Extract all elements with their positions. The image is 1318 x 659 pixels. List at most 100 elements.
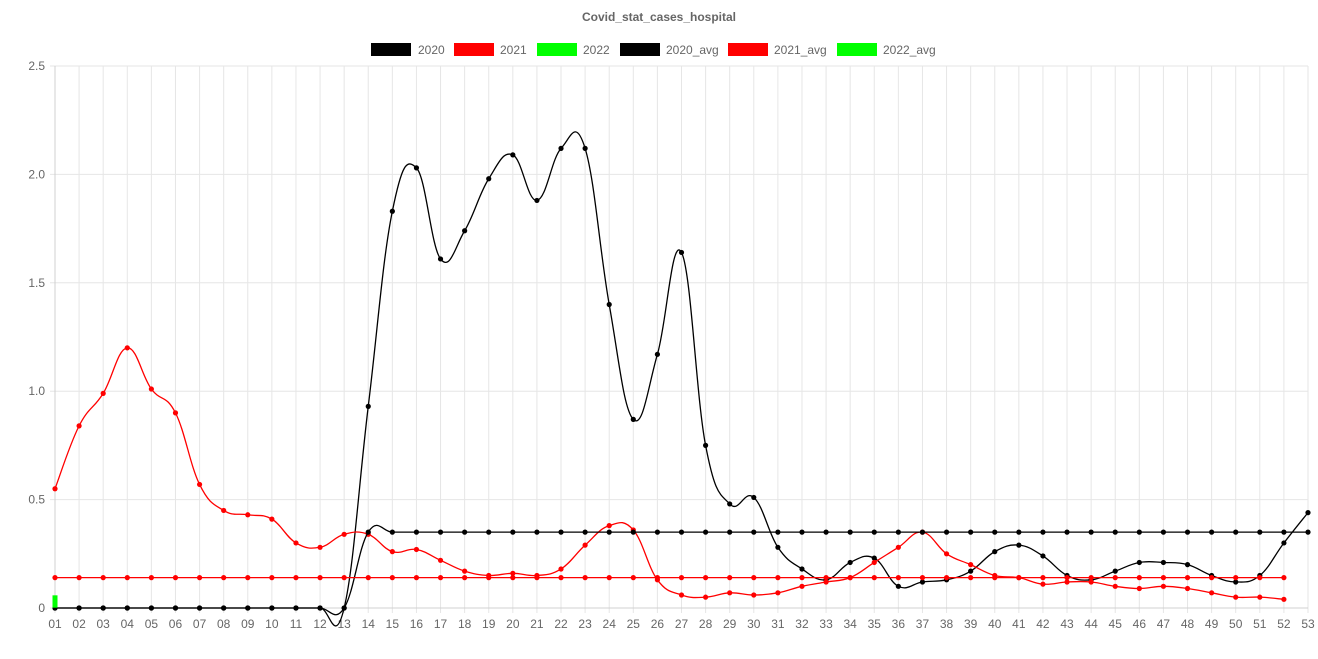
data-point[interactable] — [775, 529, 781, 535]
data-point[interactable] — [389, 549, 395, 555]
data-point[interactable] — [172, 575, 179, 581]
data-point[interactable] — [124, 605, 130, 611]
data-point[interactable] — [751, 529, 757, 535]
data-point[interactable] — [510, 152, 516, 158]
data-point[interactable] — [1160, 583, 1167, 589]
data-point[interactable] — [196, 481, 203, 488]
data-point[interactable] — [365, 575, 371, 581]
data-point[interactable] — [895, 575, 901, 581]
data-point[interactable] — [365, 403, 371, 409]
data-point[interactable] — [871, 559, 877, 566]
data-point[interactable] — [317, 575, 323, 581]
data-point[interactable] — [654, 529, 661, 535]
data-point[interactable] — [269, 575, 275, 581]
data-point[interactable] — [919, 575, 926, 581]
data-point[interactable] — [823, 529, 829, 535]
data-point[interactable] — [172, 410, 179, 416]
data-point[interactable] — [558, 575, 564, 581]
data-point[interactable] — [245, 512, 251, 518]
data-point[interactable] — [52, 575, 58, 581]
data-point[interactable] — [751, 592, 757, 598]
data-point[interactable] — [799, 583, 805, 589]
legend-label[interactable]: 2021 — [500, 43, 527, 57]
legend[interactable]: 2020 2021 2022 2020_avg 2021_avg 2022_avg — [371, 43, 936, 57]
data-point[interactable] — [437, 575, 444, 581]
data-point[interactable] — [727, 575, 733, 581]
data-point[interactable] — [1112, 529, 1118, 535]
data-point[interactable] — [221, 507, 227, 514]
data-point[interactable] — [1088, 575, 1094, 581]
data-point[interactable] — [630, 529, 636, 535]
data-point[interactable] — [1016, 575, 1022, 581]
data-point[interactable] — [413, 546, 420, 553]
data-point[interactable] — [992, 529, 998, 535]
data-point[interactable] — [558, 145, 564, 151]
data-point[interactable] — [389, 208, 395, 214]
data-point[interactable] — [510, 529, 516, 535]
data-point[interactable] — [196, 575, 203, 581]
legend-label[interactable]: 2021_avg — [774, 43, 827, 57]
data-point[interactable] — [1112, 575, 1118, 581]
data-point[interactable] — [52, 486, 58, 492]
data-point[interactable] — [751, 575, 757, 581]
data-point[interactable] — [1040, 581, 1046, 587]
data-point[interactable] — [365, 529, 371, 535]
data-point[interactable] — [895, 544, 901, 550]
data-point[interactable] — [775, 575, 781, 581]
legend-label[interactable]: 2022 — [583, 43, 610, 57]
data-point[interactable] — [76, 605, 82, 611]
legend-swatch[interactable] — [620, 43, 660, 56]
data-point[interactable] — [606, 301, 612, 308]
data-point[interactable] — [1305, 510, 1311, 516]
data-point[interactable] — [76, 423, 82, 429]
data-point[interactable] — [751, 494, 757, 501]
data-point[interactable] — [871, 529, 877, 535]
data-point[interactable] — [1160, 559, 1167, 566]
data-point[interactable] — [1281, 529, 1287, 535]
data-point[interactable] — [968, 562, 974, 568]
data-point[interactable] — [1257, 529, 1263, 535]
data-point[interactable] — [510, 575, 516, 581]
data-point[interactable] — [992, 549, 998, 555]
legend-swatch[interactable] — [537, 43, 577, 56]
legend-label[interactable]: 2020_avg — [666, 43, 719, 57]
data-point[interactable] — [462, 228, 468, 234]
data-point[interactable] — [1064, 529, 1070, 535]
data-point[interactable] — [437, 256, 444, 262]
data-point[interactable] — [317, 544, 323, 550]
data-point[interactable] — [293, 575, 299, 581]
data-point[interactable] — [269, 516, 275, 522]
data-point[interactable] — [968, 575, 974, 581]
data-point[interactable] — [702, 594, 709, 600]
data-point[interactable] — [100, 605, 106, 611]
data-point[interactable] — [1209, 529, 1215, 535]
data-point[interactable] — [1233, 579, 1239, 585]
data-point[interactable] — [437, 557, 444, 563]
data-point[interactable] — [52, 595, 58, 604]
data-point[interactable] — [1040, 529, 1046, 535]
data-point[interactable] — [317, 605, 323, 611]
data-point[interactable] — [1160, 529, 1167, 535]
data-point[interactable] — [1233, 529, 1239, 535]
legend-swatch[interactable] — [454, 43, 494, 56]
data-point[interactable] — [1136, 575, 1142, 581]
data-point[interactable] — [775, 590, 781, 596]
data-point[interactable] — [1233, 575, 1239, 581]
data-point[interactable] — [1281, 596, 1287, 602]
data-point[interactable] — [678, 592, 685, 598]
data-point[interactable] — [245, 605, 251, 611]
data-point[interactable] — [968, 529, 974, 535]
data-point[interactable] — [486, 529, 492, 535]
data-point[interactable] — [269, 605, 275, 611]
data-point[interactable] — [847, 559, 853, 566]
data-point[interactable] — [100, 575, 106, 581]
data-point[interactable] — [148, 575, 154, 581]
data-point[interactable] — [196, 605, 203, 611]
data-point[interactable] — [823, 579, 829, 585]
data-point[interactable] — [76, 575, 82, 581]
data-point[interactable] — [1209, 590, 1215, 596]
data-point[interactable] — [727, 529, 733, 535]
data-point[interactable] — [992, 575, 998, 581]
data-point[interactable] — [1112, 583, 1118, 589]
data-point[interactable] — [486, 575, 492, 581]
